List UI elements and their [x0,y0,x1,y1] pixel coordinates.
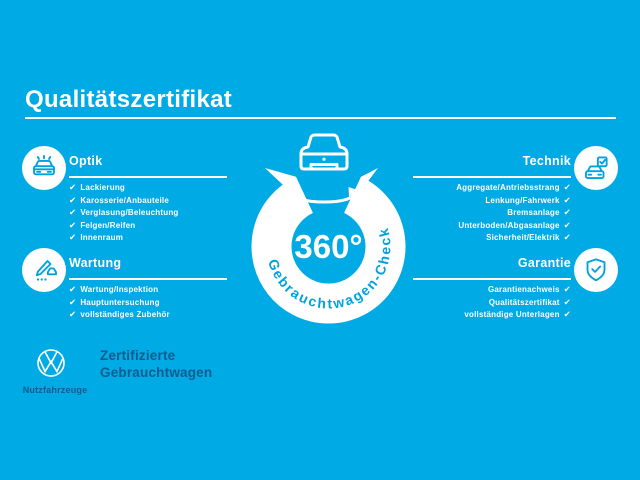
check-icon: ✔ [69,310,77,320]
check-icon: ✔ [69,233,77,243]
check-icon: ✔ [563,220,571,231]
check-list: Garantienachweis ✔ Qualitätszertifikat ✔ v… [413,284,571,322]
check-item: Qualitätszertifikat ✔ [413,297,571,310]
360-value: 360° [294,228,362,265]
item-label: Karosserie/Anbauteile [80,195,170,205]
check-item: ✔ Felgen/Reifen [69,220,227,233]
item-label: Verglasung/Beleuchtung [80,208,179,217]
shield-check-icon [574,248,618,292]
item-label: Unterboden/Abgasanlage [458,220,560,230]
car-shine-icon [22,146,66,190]
item-label: Lackierung [80,183,126,192]
brand-claim: Zertifizierte Gebrauchtwagen [100,347,212,381]
item-label: Lenkung/Fahrwerk [485,195,560,205]
check-icon: ✔ [69,195,77,206]
check-item: ✔ Hauptuntersuchung [69,297,227,310]
check-item: ✔ vollständiges Zubehör [69,309,227,322]
check-item: vollständige Unterlagen ✔ [413,309,571,322]
item-label: Innenraum [80,233,124,242]
check-icon: ✔ [563,195,571,206]
section-garantie: Garantie Garantienachweis ✔ Qualitätszert… [413,248,618,322]
item-label: vollständiges Zubehör [80,310,170,319]
check-list: ✔ Wartung/Inspektion ✔ Hauptuntersuchung ✔… [69,284,227,322]
section-wartung: Wartung ✔ Wartung/Inspektion ✔ Hauptunters… [22,248,227,322]
check-icon: ✔ [563,310,571,320]
item-label: Garantienachweis [487,285,560,294]
section-optik: Optik ✔ Lackierung ✔ Karosserie/Anbauteile… [22,146,227,245]
car-rotation-icon [292,133,359,204]
check-list: ✔ Lackierung ✔ Karosserie/Anbauteile ✔ Verg… [69,182,227,245]
check-icon: ✔ [69,297,77,308]
item-label: Qualitätszertifikat [488,297,560,307]
check-item: Unterboden/Abgasanlage ✔ [413,220,571,233]
check-item: Lenkung/Fahrwerk ✔ [413,195,571,208]
section-title: Wartung [69,257,227,280]
item-label: Bremsanlage [507,208,560,217]
vw-logo [37,349,65,377]
section-title: Technik [413,155,571,178]
ring-tip-right [344,168,378,213]
check-list: Aggregate/Antriebsstrang ✔ Lenkung/Fahrwe… [413,182,571,245]
item-label: Wartung/Inspektion [80,285,159,294]
check-item: Bremsanlage ✔ [413,207,571,220]
section-technik: Technik Aggregate/Antriebsstrang ✔ Lenkun… [413,146,618,245]
ring-tip-left [265,168,313,213]
ring-band [251,176,406,324]
check-item: Sicherheit/Elektrik ✔ [413,232,571,245]
check-item: ✔ Lackierung [69,182,227,195]
check-icon: ✔ [69,220,77,231]
360-check-graphic: Gebrauchtwagen-Check 360° [251,133,406,324]
check-icon: ✔ [563,297,571,308]
check-item: Aggregate/Antriebsstrang ✔ [413,182,571,195]
item-label: Hauptuntersuchung [80,297,160,307]
check-icon: ✔ [69,208,77,218]
check-item: Garantienachweis ✔ [413,284,571,297]
checklist-pencil-icon [22,248,66,292]
item-label: vollständige Unterlagen [464,310,560,319]
section-title: Optik [69,155,227,178]
check-item: ✔ Innenraum [69,232,227,245]
page-title: Qualitätszertifikat [25,86,233,113]
check-icon: ✔ [563,208,571,218]
logo-caption: Nutzfahrzeuge [22,385,88,395]
car-checkbox-icon [574,146,618,190]
check-icon: ✔ [563,233,571,243]
check-icon: ✔ [563,183,571,193]
check-icon: ✔ [69,183,77,193]
check-icon: ✔ [69,285,77,295]
check-item: ✔ Verglasung/Beleuchtung [69,207,227,220]
item-label: Sicherheit/Elektrik [486,233,560,242]
check-icon: ✔ [563,285,571,295]
check-item: ✔ Wartung/Inspektion [69,284,227,297]
item-label: Felgen/Reifen [80,220,136,230]
check-item: ✔ Karosserie/Anbauteile [69,195,227,208]
brand-claim-line2: Gebrauchtwagen [100,365,213,380]
item-label: Aggregate/Antriebsstrang [456,183,560,192]
title-divider [25,117,616,119]
brand-claim-line1: Zertifizierte [100,348,176,363]
section-title: Garantie [413,257,571,280]
